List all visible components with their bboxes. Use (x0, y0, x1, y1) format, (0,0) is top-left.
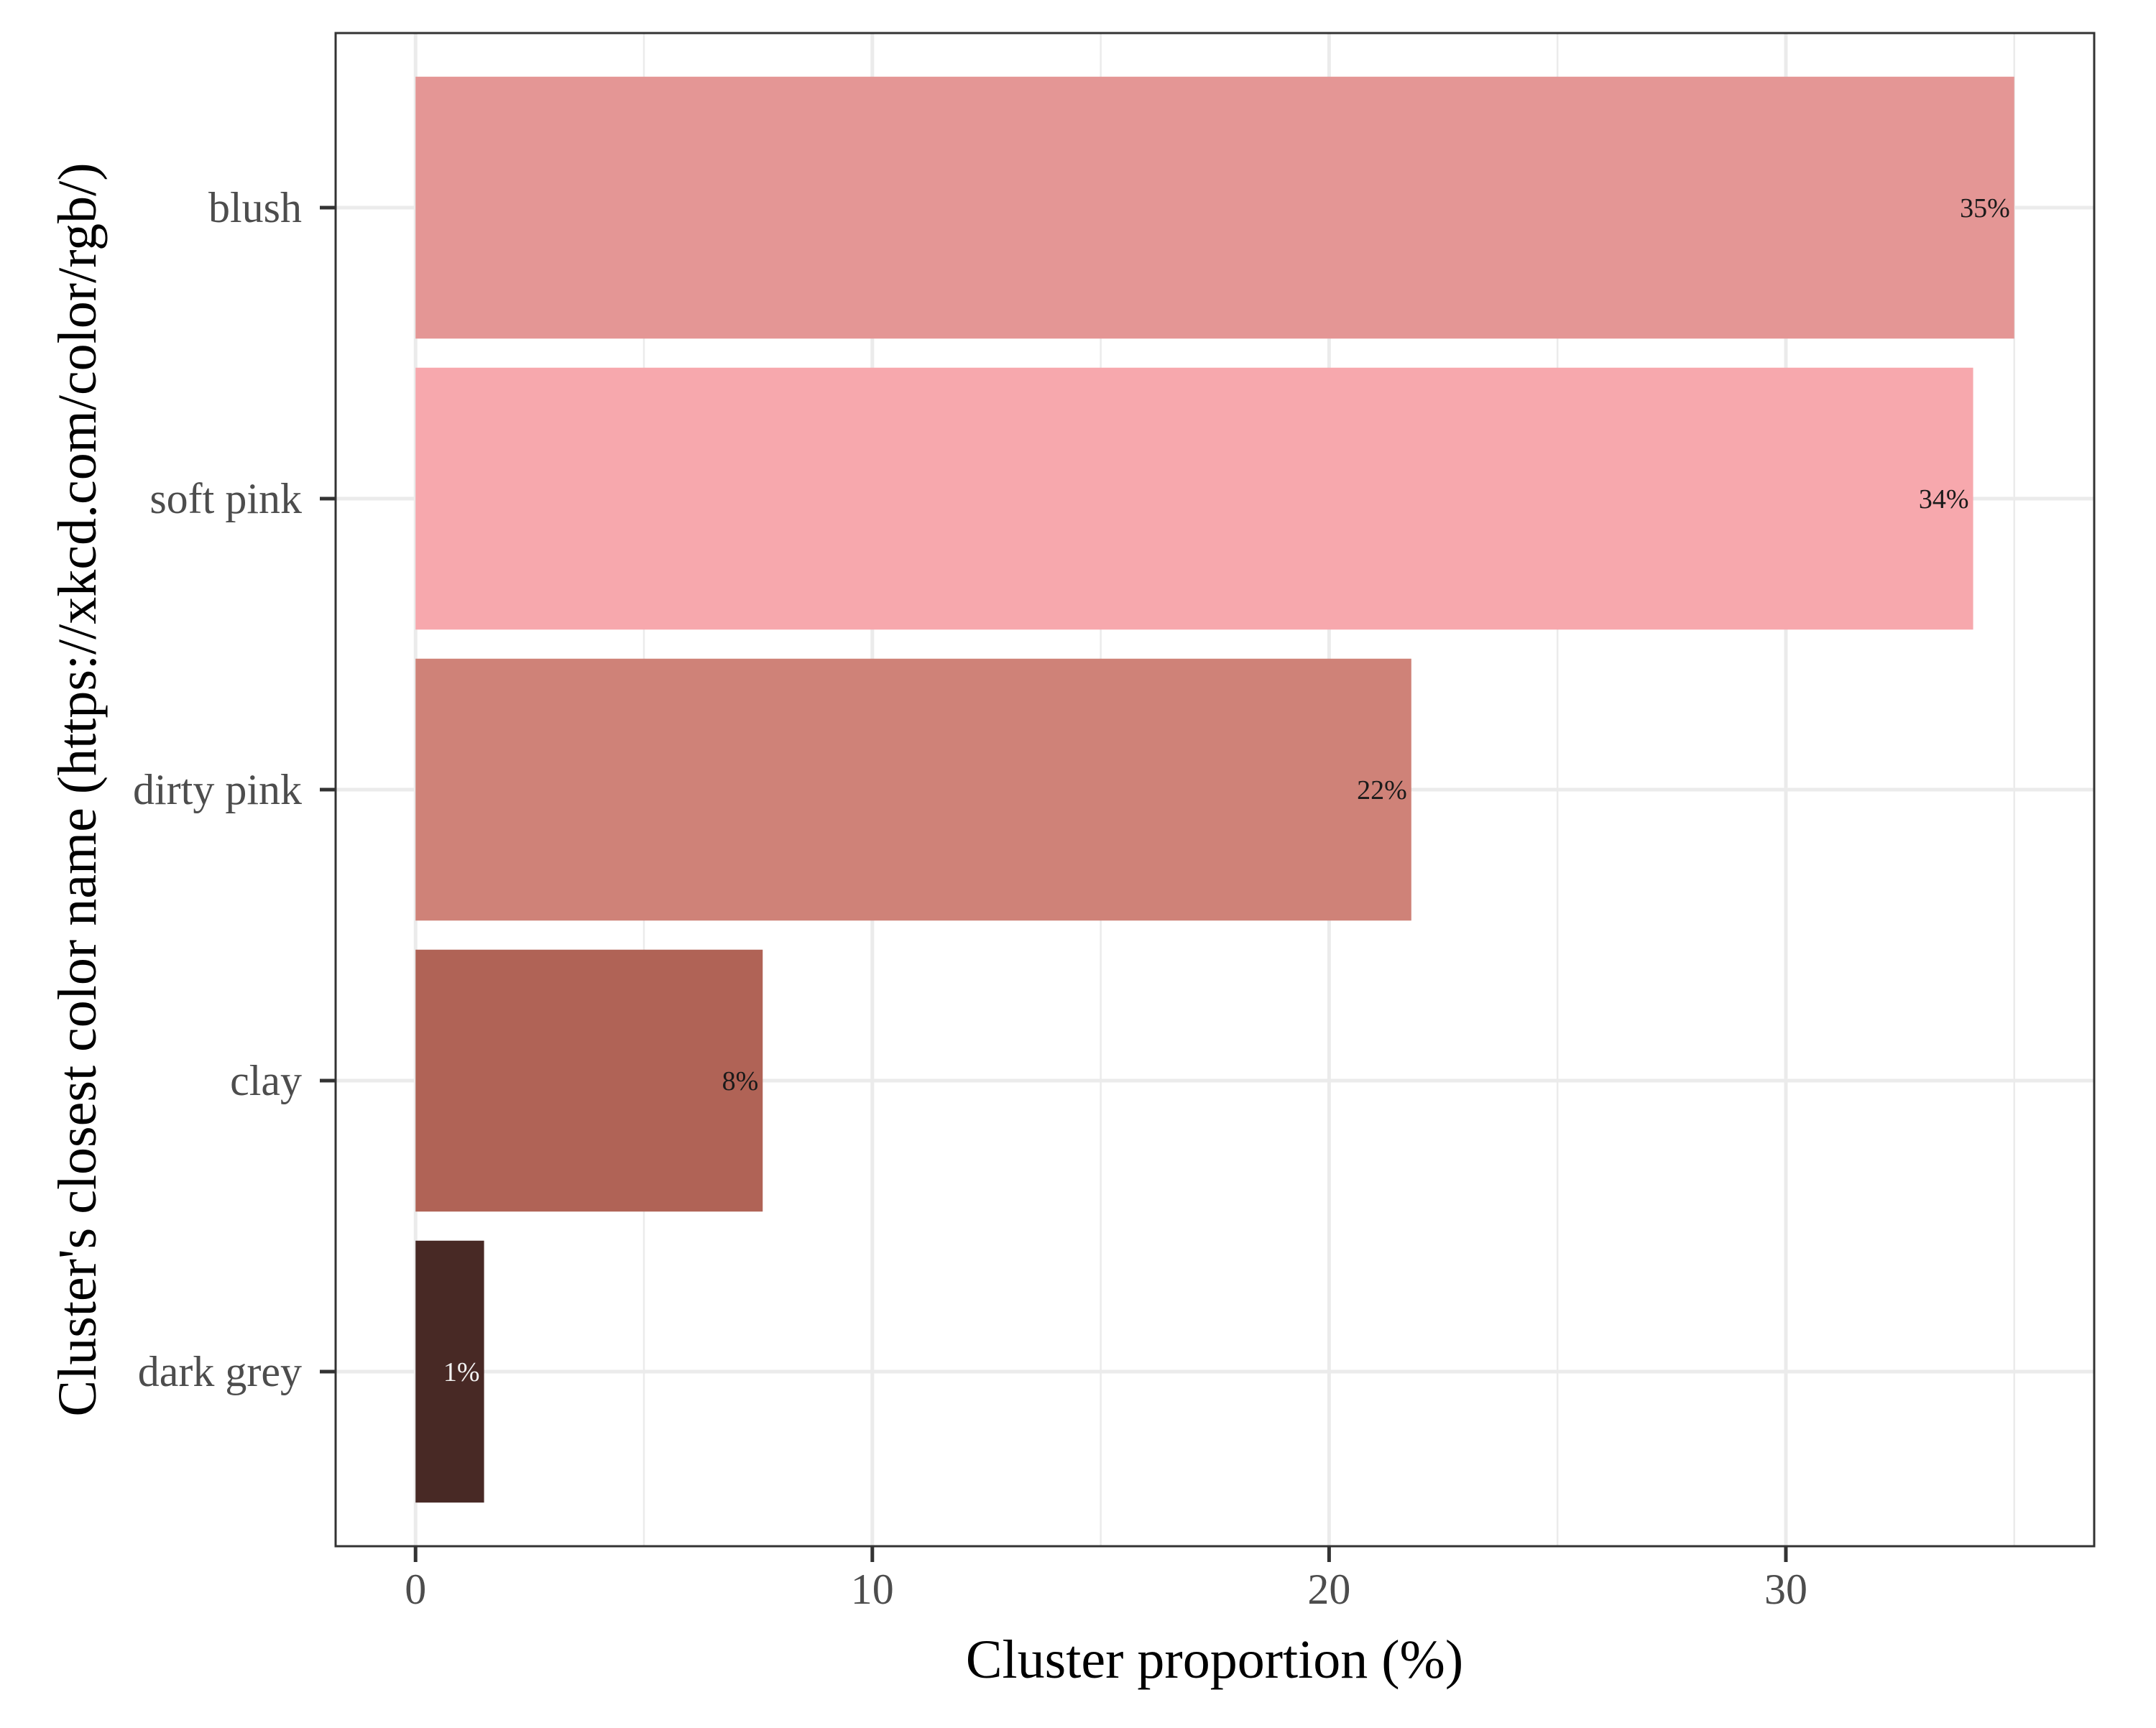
x-tick-label: 20 (1307, 1566, 1350, 1613)
data-label: 35% (1960, 193, 2010, 223)
x-axis-title: Cluster proportion (%) (966, 1630, 1463, 1690)
x-tick-label: 30 (1764, 1566, 1807, 1613)
data-label: 8% (722, 1066, 759, 1096)
y-axis-title: Cluster's closest color name (https://xk… (47, 162, 108, 1416)
bar (415, 1240, 484, 1503)
bar (415, 367, 1973, 630)
bar (415, 658, 1411, 921)
data-label: 1% (443, 1357, 480, 1387)
y-tick-label: dirty pink (133, 766, 302, 813)
y-axis: blush soft pink dirty pink clay dark grey (133, 184, 336, 1395)
bar (415, 76, 2014, 339)
data-labels: 35% 34% 22% 8% 1% (443, 193, 2010, 1387)
y-tick-label: soft pink (149, 475, 302, 522)
data-label: 22% (1357, 775, 1407, 805)
bar (415, 949, 763, 1212)
x-tick-label: 0 (405, 1566, 426, 1613)
bars (415, 76, 2014, 1503)
x-axis: 0 10 20 30 (405, 1546, 1807, 1613)
x-tick-label: 10 (851, 1566, 894, 1613)
y-tick-label: dark grey (138, 1348, 302, 1395)
y-tick-label: clay (230, 1057, 302, 1104)
data-label: 34% (1919, 484, 1969, 514)
y-tick-label: blush (208, 184, 302, 231)
